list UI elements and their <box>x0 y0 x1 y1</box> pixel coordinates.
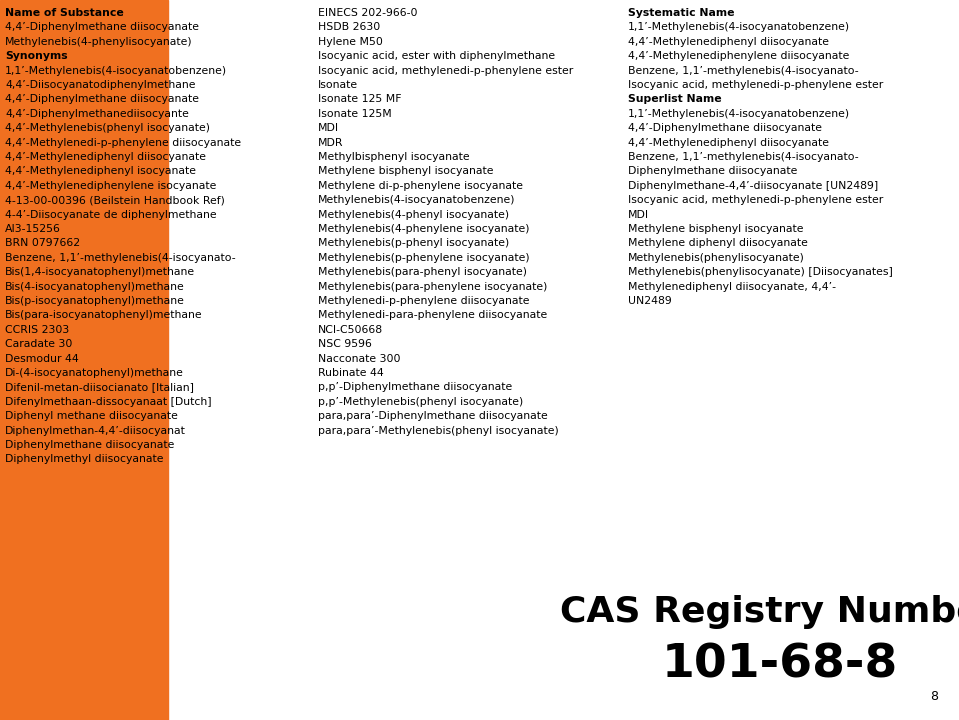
Text: Methylene bisphenyl isocyanate: Methylene bisphenyl isocyanate <box>628 224 804 234</box>
Text: Di-(4-isocyanatophenyl)methane: Di-(4-isocyanatophenyl)methane <box>5 368 184 378</box>
Text: UN2489: UN2489 <box>628 296 671 306</box>
Text: Methylenebis(4-isocyanatobenzene): Methylenebis(4-isocyanatobenzene) <box>318 195 516 205</box>
Text: Bis(p-isocyanatophenyl)methane: Bis(p-isocyanatophenyl)methane <box>5 296 185 306</box>
Text: Methylenebis(p-phenyl isocyanate): Methylenebis(p-phenyl isocyanate) <box>318 238 509 248</box>
Text: Diphenylmethane diisocyanate: Diphenylmethane diisocyanate <box>628 166 797 176</box>
Text: Diphenyl methane diisocyanate: Diphenyl methane diisocyanate <box>5 411 177 421</box>
Text: 4,4’-Methylenedi-p-phenylene diisocyanate: 4,4’-Methylenedi-p-phenylene diisocyanat… <box>5 138 241 148</box>
Text: p,p’-Diphenylmethane diisocyanate: p,p’-Diphenylmethane diisocyanate <box>318 382 512 392</box>
Text: Methylbisphenyl isocyanate: Methylbisphenyl isocyanate <box>318 152 470 162</box>
Text: 4,4’-Diphenylmethanediisocyante: 4,4’-Diphenylmethanediisocyante <box>5 109 189 119</box>
Text: para,para’-Methylenebis(phenyl isocyanate): para,para’-Methylenebis(phenyl isocyanat… <box>318 426 559 436</box>
Text: MDI: MDI <box>628 210 649 220</box>
Text: 1,1’-Methylenebis(4-isocyanatobenzene): 1,1’-Methylenebis(4-isocyanatobenzene) <box>628 22 850 32</box>
Text: Rubinate 44: Rubinate 44 <box>318 368 384 378</box>
Text: Methylenediphenyl diisocyanate, 4,4’-: Methylenediphenyl diisocyanate, 4,4’- <box>628 282 836 292</box>
Text: AI3-15256: AI3-15256 <box>5 224 60 234</box>
Text: Diphenylmethan-4,4’-diisocyanat: Diphenylmethan-4,4’-diisocyanat <box>5 426 186 436</box>
Text: Isocyanic acid, methylenedi-p-phenylene ester: Isocyanic acid, methylenedi-p-phenylene … <box>628 80 883 90</box>
Text: 8: 8 <box>930 690 938 703</box>
Text: 4,4’-Methylenediphenyl diisocyanate: 4,4’-Methylenediphenyl diisocyanate <box>5 152 206 162</box>
Text: Desmodur 44: Desmodur 44 <box>5 354 79 364</box>
Text: 1,1’-Methylenebis(4-isocyanatobenzene): 1,1’-Methylenebis(4-isocyanatobenzene) <box>628 109 850 119</box>
Text: Isonate 125M: Isonate 125M <box>318 109 391 119</box>
Text: 4,4’-Diphenylmethane diisocyanate: 4,4’-Diphenylmethane diisocyanate <box>5 94 199 104</box>
Text: Benzene, 1,1’-methylenebis(4-isocyanato-: Benzene, 1,1’-methylenebis(4-isocyanato- <box>5 253 236 263</box>
Text: 4,4’-Diisocyanatodiphenylmethane: 4,4’-Diisocyanatodiphenylmethane <box>5 80 196 90</box>
Text: para,para’-Diphenylmethane diisocyanate: para,para’-Diphenylmethane diisocyanate <box>318 411 548 421</box>
Text: Methylenebis(4-phenylene isocyanate): Methylenebis(4-phenylene isocyanate) <box>318 224 529 234</box>
Text: Methylenebis(p-phenylene isocyanate): Methylenebis(p-phenylene isocyanate) <box>318 253 529 263</box>
Text: Superlist Name: Superlist Name <box>628 94 721 104</box>
Text: EINECS 202-966-0: EINECS 202-966-0 <box>318 8 417 18</box>
Text: p,p’-Methylenebis(phenyl isocyanate): p,p’-Methylenebis(phenyl isocyanate) <box>318 397 524 407</box>
Text: Diphenylmethyl diisocyanate: Diphenylmethyl diisocyanate <box>5 454 163 464</box>
Text: Methylenebis(para-phenyl isocyanate): Methylenebis(para-phenyl isocyanate) <box>318 267 527 277</box>
Text: 4,4’-Methylenediphenyl diisocyanate: 4,4’-Methylenediphenyl diisocyanate <box>628 138 829 148</box>
Text: CAS Registry Number: CAS Registry Number <box>560 595 959 629</box>
Text: Name of Substance: Name of Substance <box>5 8 124 18</box>
Text: 4,4’-Methylenediphenyl isocyanate: 4,4’-Methylenediphenyl isocyanate <box>5 166 196 176</box>
Text: NCI-C50668: NCI-C50668 <box>318 325 384 335</box>
Text: 4,4’-Diphenylmethane diisocyanate: 4,4’-Diphenylmethane diisocyanate <box>5 22 199 32</box>
Text: Methylenebis(phenylisocyanate): Methylenebis(phenylisocyanate) <box>628 253 805 263</box>
Text: Diphenylmethane diisocyanate: Diphenylmethane diisocyanate <box>5 440 175 450</box>
Text: MDI: MDI <box>318 123 339 133</box>
Text: Caradate 30: Caradate 30 <box>5 339 72 349</box>
Text: 4,4’-Methylenediphenyl diisocyanate: 4,4’-Methylenediphenyl diisocyanate <box>628 37 829 47</box>
Text: 4,4’-Methylenebis(phenyl isocyanate): 4,4’-Methylenebis(phenyl isocyanate) <box>5 123 210 133</box>
Text: Nacconate 300: Nacconate 300 <box>318 354 401 364</box>
Text: Bis(1,4-isocyanatophenyl)methane: Bis(1,4-isocyanatophenyl)methane <box>5 267 195 277</box>
Text: CCRIS 2303: CCRIS 2303 <box>5 325 69 335</box>
Text: Diphenylmethane-4,4’-diisocyanate [UN2489]: Diphenylmethane-4,4’-diisocyanate [UN248… <box>628 181 878 191</box>
Text: 4,4’-Diphenylmethane diisocyanate: 4,4’-Diphenylmethane diisocyanate <box>628 123 822 133</box>
Text: Methylenebis(4-phenyl isocyanate): Methylenebis(4-phenyl isocyanate) <box>318 210 509 220</box>
Text: MDR: MDR <box>318 138 343 148</box>
Text: Difenylmethaan-dissocyanaat [Dutch]: Difenylmethaan-dissocyanaat [Dutch] <box>5 397 212 407</box>
Text: Methylene bisphenyl isocyanate: Methylene bisphenyl isocyanate <box>318 166 494 176</box>
Text: 4-13-00-00396 (Beilstein Handbook Ref): 4-13-00-00396 (Beilstein Handbook Ref) <box>5 195 224 205</box>
Text: Isocyanic acid, methylenedi-p-phenylene ester: Isocyanic acid, methylenedi-p-phenylene … <box>318 66 573 76</box>
Text: BRN 0797662: BRN 0797662 <box>5 238 81 248</box>
Text: HSDB 2630: HSDB 2630 <box>318 22 381 32</box>
Text: Methylenebis(4-phenylisocyanate): Methylenebis(4-phenylisocyanate) <box>5 37 193 47</box>
Text: Synonyms: Synonyms <box>5 51 68 61</box>
Text: 4,4’-Methylenediphenylene diisocyanate: 4,4’-Methylenediphenylene diisocyanate <box>628 51 850 61</box>
Text: NSC 9596: NSC 9596 <box>318 339 372 349</box>
Text: Hylene M50: Hylene M50 <box>318 37 383 47</box>
Bar <box>0 0 168 720</box>
Text: 4,4’-Methylenediphenylene isocyanate: 4,4’-Methylenediphenylene isocyanate <box>5 181 217 191</box>
Text: Methylenedi-para-phenylene diisocyanate: Methylenedi-para-phenylene diisocyanate <box>318 310 548 320</box>
Text: Isocyanic acid, methylenedi-p-phenylene ester: Isocyanic acid, methylenedi-p-phenylene … <box>628 195 883 205</box>
Text: Difenil-metan-diisocianato [Italian]: Difenil-metan-diisocianato [Italian] <box>5 382 194 392</box>
Text: Isonate 125 MF: Isonate 125 MF <box>318 94 402 104</box>
Text: Isonate: Isonate <box>318 80 358 90</box>
Text: Bis(4-isocyanatophenyl)methane: Bis(4-isocyanatophenyl)methane <box>5 282 185 292</box>
Text: Methylenedi-p-phenylene diisocyanate: Methylenedi-p-phenylene diisocyanate <box>318 296 529 306</box>
Text: Systematic Name: Systematic Name <box>628 8 735 18</box>
Text: Benzene, 1,1’-methylenebis(4-isocyanato-: Benzene, 1,1’-methylenebis(4-isocyanato- <box>628 66 858 76</box>
Text: Methylenebis(phenylisocyanate) [Diisocyanates]: Methylenebis(phenylisocyanate) [Diisocya… <box>628 267 893 277</box>
Text: 1,1’-Methylenebis(4-isocyanatobenzene): 1,1’-Methylenebis(4-isocyanatobenzene) <box>5 66 227 76</box>
Text: 4-4’-Diisocyanate de diphenylmethane: 4-4’-Diisocyanate de diphenylmethane <box>5 210 217 220</box>
Text: Bis(para-isocyanatophenyl)methane: Bis(para-isocyanatophenyl)methane <box>5 310 202 320</box>
Text: 101-68-8: 101-68-8 <box>662 643 898 688</box>
Text: Methylene diphenyl diisocyanate: Methylene diphenyl diisocyanate <box>628 238 807 248</box>
Text: Isocyanic acid, ester with diphenylmethane: Isocyanic acid, ester with diphenylmetha… <box>318 51 555 61</box>
Text: Methylenebis(para-phenylene isocyanate): Methylenebis(para-phenylene isocyanate) <box>318 282 548 292</box>
Text: Methylene di-p-phenylene isocyanate: Methylene di-p-phenylene isocyanate <box>318 181 523 191</box>
Text: Benzene, 1,1’-methylenebis(4-isocyanato-: Benzene, 1,1’-methylenebis(4-isocyanato- <box>628 152 858 162</box>
